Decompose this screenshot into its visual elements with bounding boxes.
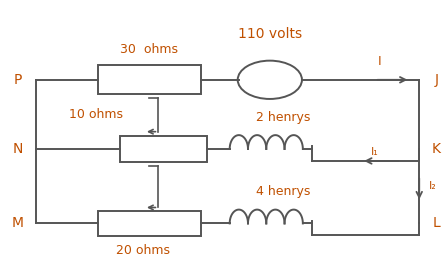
Text: 20 ohms: 20 ohms [116, 244, 170, 256]
Text: I₁: I₁ [371, 147, 379, 157]
Text: P: P [14, 73, 22, 87]
Text: 4 henrys: 4 henrys [256, 185, 310, 198]
Text: J: J [434, 73, 438, 87]
Text: L: L [432, 217, 440, 230]
Text: 110 volts: 110 volts [238, 27, 302, 41]
Text: 10 ohms: 10 ohms [69, 108, 123, 121]
Text: M: M [12, 217, 24, 230]
Text: I₂: I₂ [429, 181, 437, 191]
Text: K: K [432, 142, 441, 156]
Text: 30  ohms: 30 ohms [120, 43, 178, 56]
Bar [98, 211, 201, 236]
Text: N: N [12, 142, 23, 156]
Text: I: I [377, 55, 381, 68]
Bar [120, 136, 207, 162]
Text: 2 henrys: 2 henrys [256, 111, 310, 123]
Bar [98, 65, 201, 94]
